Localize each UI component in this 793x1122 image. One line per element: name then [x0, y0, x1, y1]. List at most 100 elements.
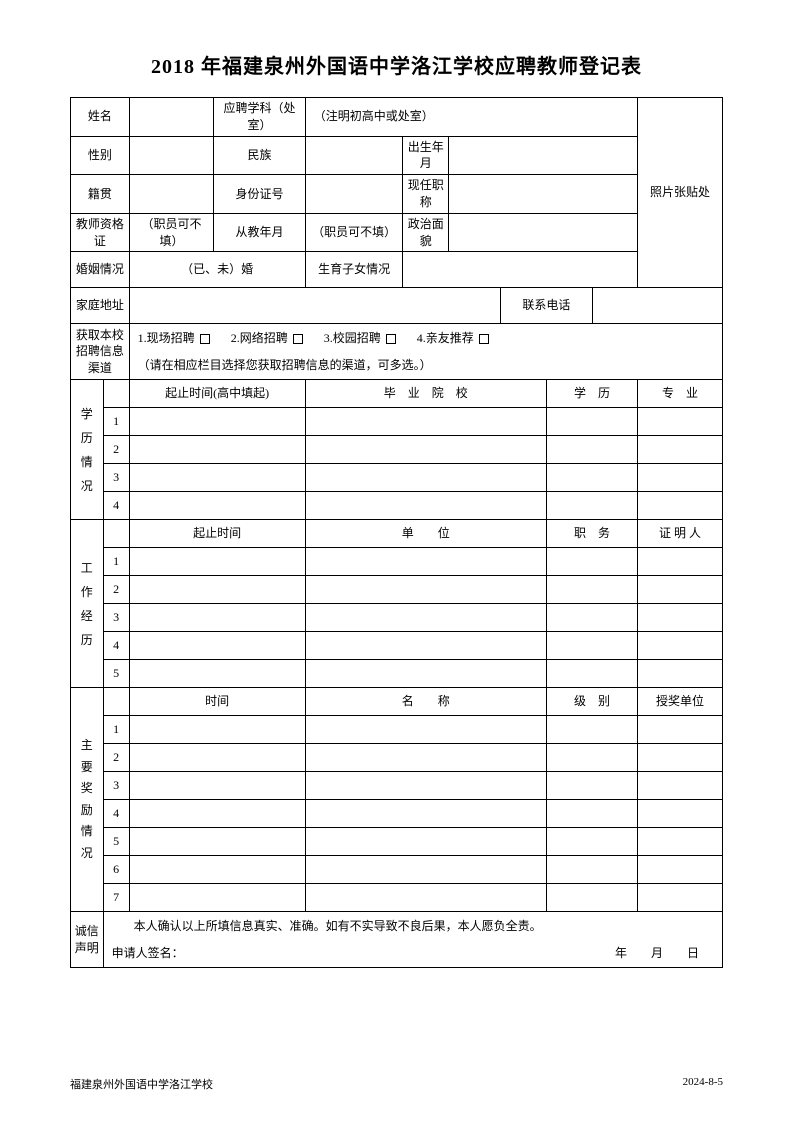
- checkbox-icon[interactable]: [386, 334, 396, 344]
- edu-degree-4[interactable]: [546, 492, 637, 520]
- field-children[interactable]: [403, 252, 638, 288]
- work-ref-1[interactable]: [638, 548, 723, 576]
- work-unit-1[interactable]: [305, 548, 546, 576]
- award-org-6[interactable]: [638, 856, 723, 884]
- work-unit-3[interactable]: [305, 604, 546, 632]
- edu-major-2[interactable]: [638, 436, 723, 464]
- field-ethnic[interactable]: [305, 136, 403, 175]
- checkbox-icon[interactable]: [479, 334, 489, 344]
- award-level-1[interactable]: [546, 716, 637, 744]
- edu-time-4[interactable]: [129, 492, 305, 520]
- field-home-addr[interactable]: [129, 288, 501, 324]
- work-job-1[interactable]: [546, 548, 637, 576]
- edu-degree-3[interactable]: [546, 464, 637, 492]
- work-time-3[interactable]: [129, 604, 305, 632]
- award-level-4[interactable]: [546, 800, 637, 828]
- award-name-5[interactable]: [305, 828, 546, 856]
- edu-row-3: 3: [71, 464, 723, 492]
- award-level-7[interactable]: [546, 884, 637, 912]
- edu-major-4[interactable]: [638, 492, 723, 520]
- photo-area: 照片张贴处: [638, 98, 723, 288]
- field-birth[interactable]: [449, 136, 638, 175]
- award-name-4[interactable]: [305, 800, 546, 828]
- edu-degree-2[interactable]: [546, 436, 637, 464]
- award-time-2[interactable]: [129, 744, 305, 772]
- work-unit-4[interactable]: [305, 632, 546, 660]
- award-time-7[interactable]: [129, 884, 305, 912]
- field-name[interactable]: [129, 98, 214, 137]
- channel-opt-2[interactable]: 2.网络招聘: [231, 331, 288, 345]
- field-native[interactable]: [129, 175, 214, 214]
- field-teach-years[interactable]: （职员可不填）: [305, 213, 403, 252]
- award-row-2: 2: [71, 744, 723, 772]
- award-org-2[interactable]: [638, 744, 723, 772]
- award-row-num: 3: [103, 772, 129, 800]
- edu-major-3[interactable]: [638, 464, 723, 492]
- work-ref-5[interactable]: [638, 660, 723, 688]
- award-org-5[interactable]: [638, 828, 723, 856]
- edu-time-3[interactable]: [129, 464, 305, 492]
- award-org-3[interactable]: [638, 772, 723, 800]
- work-job-2[interactable]: [546, 576, 637, 604]
- award-org-7[interactable]: [638, 884, 723, 912]
- channel-opt-4[interactable]: 4.亲友推荐: [417, 331, 474, 345]
- edu-school-2[interactable]: [305, 436, 546, 464]
- footer-left: 福建泉州外国语中学洛江学校: [70, 1076, 213, 1092]
- award-time-1[interactable]: [129, 716, 305, 744]
- award-level-6[interactable]: [546, 856, 637, 884]
- field-teacher-cert[interactable]: （职员可不填）: [129, 213, 214, 252]
- award-row-7: 7: [71, 884, 723, 912]
- signature-row[interactable]: 申请人签名： 年 月 日: [103, 940, 722, 968]
- work-unit-5[interactable]: [305, 660, 546, 688]
- work-row-num: 2: [103, 576, 129, 604]
- work-time-5[interactable]: [129, 660, 305, 688]
- award-time-6[interactable]: [129, 856, 305, 884]
- award-name-6[interactable]: [305, 856, 546, 884]
- work-ref-2[interactable]: [638, 576, 723, 604]
- work-ref-4[interactable]: [638, 632, 723, 660]
- edu-school-1[interactable]: [305, 408, 546, 436]
- award-level-2[interactable]: [546, 744, 637, 772]
- award-time-4[interactable]: [129, 800, 305, 828]
- award-org-4[interactable]: [638, 800, 723, 828]
- award-time-3[interactable]: [129, 772, 305, 800]
- field-phone[interactable]: [592, 288, 723, 324]
- work-job-5[interactable]: [546, 660, 637, 688]
- edu-time-2[interactable]: [129, 436, 305, 464]
- award-name-1[interactable]: [305, 716, 546, 744]
- edu-time-1[interactable]: [129, 408, 305, 436]
- work-unit-2[interactable]: [305, 576, 546, 604]
- channel-opt-3[interactable]: 3.校园招聘: [324, 331, 381, 345]
- checkbox-icon[interactable]: [293, 334, 303, 344]
- field-politics[interactable]: [449, 213, 638, 252]
- field-marriage[interactable]: （已、未）婚: [129, 252, 305, 288]
- award-name-3[interactable]: [305, 772, 546, 800]
- field-gender[interactable]: [129, 136, 214, 175]
- edu-school-4[interactable]: [305, 492, 546, 520]
- work-time-4[interactable]: [129, 632, 305, 660]
- field-idno[interactable]: [305, 175, 403, 214]
- award-level-3[interactable]: [546, 772, 637, 800]
- award-org-1[interactable]: [638, 716, 723, 744]
- award-row-num: 1: [103, 716, 129, 744]
- checkbox-icon[interactable]: [200, 334, 210, 344]
- award-time-5[interactable]: [129, 828, 305, 856]
- work-row-5: 5: [71, 660, 723, 688]
- work-time-2[interactable]: [129, 576, 305, 604]
- work-ref-3[interactable]: [638, 604, 723, 632]
- field-subject[interactable]: （注明初高中或处室）: [305, 98, 637, 137]
- edu-degree-1[interactable]: [546, 408, 637, 436]
- edu-school-3[interactable]: [305, 464, 546, 492]
- award-name-2[interactable]: [305, 744, 546, 772]
- field-curr-title[interactable]: [449, 175, 638, 214]
- edu-major-1[interactable]: [638, 408, 723, 436]
- work-job-4[interactable]: [546, 632, 637, 660]
- award-name-7[interactable]: [305, 884, 546, 912]
- award-row-num: 6: [103, 856, 129, 884]
- channel-opt-1[interactable]: 1.现场招聘: [138, 331, 195, 345]
- award-level-5[interactable]: [546, 828, 637, 856]
- work-time-1[interactable]: [129, 548, 305, 576]
- work-job-3[interactable]: [546, 604, 637, 632]
- work-row-4: 4: [71, 632, 723, 660]
- channel-options[interactable]: 1.现场招聘 2.网络招聘 3.校园招聘 4.亲友推荐: [129, 324, 722, 352]
